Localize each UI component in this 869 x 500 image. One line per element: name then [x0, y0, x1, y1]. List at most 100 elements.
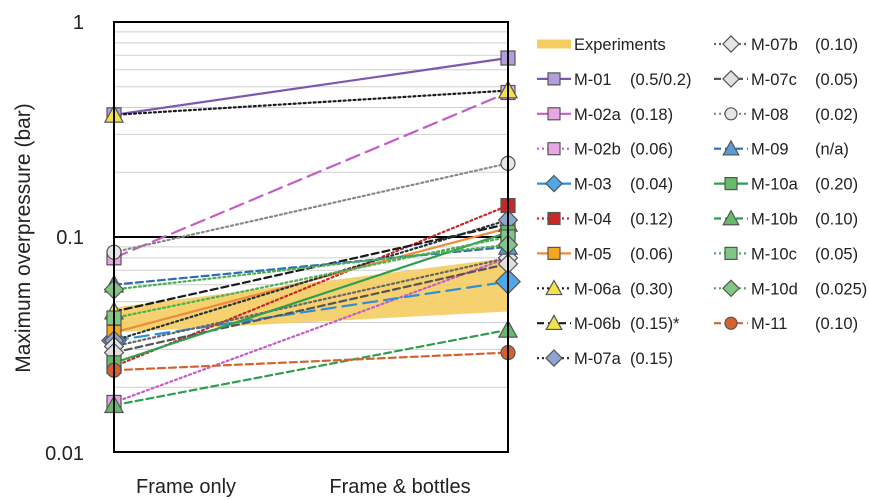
series-line-m-02b	[112, 256, 510, 404]
legend-label: M-07b (0.10)	[751, 36, 858, 54]
series-line-m-01	[112, 56, 510, 116]
legend-item-m-05: M-05 (0.06)	[537, 245, 673, 263]
series-line-m-02a	[112, 91, 510, 259]
legend-series-param: (0.30)	[630, 280, 673, 298]
legend-series-param: (0.05)	[815, 71, 858, 89]
legend-series-param: (0.06)	[630, 245, 673, 263]
legend-label: M-10b (0.10)	[751, 211, 858, 229]
legend: Experiments M-01 (0.5/0.2) M-02a (0.18) M-02b…	[537, 35, 867, 368]
legend-series-name: M-10b	[751, 211, 798, 229]
y-tick-label-0.1: 0.1	[56, 227, 84, 249]
legend-series-name: M-06b	[574, 315, 621, 333]
legend-item-m-04: M-04 (0.12)	[537, 211, 673, 229]
series-line-m-10c	[112, 235, 510, 320]
legend-series-param: (0.05)	[815, 245, 858, 263]
x-tick-label-frame-bottles: Frame & bottles	[329, 476, 470, 498]
legend-series-name: M-02a	[574, 106, 622, 124]
series-line-m-08	[112, 162, 510, 254]
legend-series-name: M-06a	[574, 280, 622, 298]
legend-series-param: (0.20)	[815, 176, 858, 194]
series-line-m-10d	[112, 243, 510, 291]
legend-label: M-05 (0.06)	[574, 245, 673, 263]
legend-swatch-marker	[545, 349, 563, 368]
legend-label: M-10a (0.20)	[751, 176, 858, 194]
series-line-m-07b	[112, 256, 510, 348]
legend-series-name: M-10c	[751, 245, 797, 263]
legend-series-param: (0.10)	[815, 211, 858, 229]
legend-series-param: (0.18)	[630, 106, 673, 124]
series-layer	[112, 56, 510, 407]
legend-item-m-11: M-11 (0.10)	[714, 315, 858, 333]
series-line-m-06a	[112, 89, 510, 116]
y-axis-title: Maximum overpressure (bar)	[12, 103, 35, 373]
legend-label: M-06b (0.15)*	[574, 315, 680, 333]
legend-item-m-01: M-01 (0.5/0.2)	[537, 71, 691, 89]
experiments-band-layer	[114, 257, 508, 333]
legend-item-m-06a: M-06a (0.30)	[537, 279, 673, 298]
legend-swatch-marker	[724, 316, 738, 330]
legend-series-name: M-01	[574, 71, 612, 89]
legend-series-name: M-03	[574, 176, 612, 194]
legend-series-param: (0.025)	[815, 280, 867, 298]
legend-series-name: M-11	[751, 315, 787, 333]
legend-series-name: M-04	[574, 211, 612, 229]
legend-series-param: (n/a)	[815, 141, 849, 159]
legend-item-m-03: M-03 (0.04)	[537, 174, 673, 194]
legend-item-m-02b: M-02b (0.06)	[537, 141, 673, 159]
legend-item-m-10c: M-10c (0.05)	[714, 245, 858, 263]
y-tick-label-0.01: 0.01	[45, 443, 84, 465]
legend-label: Experiments	[574, 36, 666, 54]
legend-item-m-09: M-09 (n/a)	[714, 139, 849, 159]
legend-series-param: (0.15)	[630, 350, 673, 368]
legend-label: M-08 (0.02)	[751, 106, 858, 124]
legend-item-m-10a: M-10a (0.20)	[714, 176, 858, 194]
legend-item-m-07a: M-07a (0.15)	[537, 349, 673, 368]
legend-swatch-marker	[547, 142, 561, 156]
series-line-m-11	[112, 351, 510, 372]
legend-series-param: (0.5/0.2)	[630, 71, 691, 89]
legend-item-experiments: Experiments	[537, 36, 666, 54]
legend-series-param: (0.10)	[815, 315, 858, 333]
legend-swatch-marker	[722, 209, 740, 226]
legend-label: M-10c (0.05)	[751, 245, 858, 263]
legend-label: M-03 (0.04)	[574, 176, 673, 194]
legend-series-param: (0.02)	[815, 106, 858, 124]
legend-swatch-marker	[547, 246, 561, 260]
legend-label: M-07c (0.05)	[751, 71, 858, 89]
legend-series-name: M-08	[751, 106, 789, 124]
series-line-m-07c	[112, 262, 510, 354]
legend-swatch-marker	[547, 107, 561, 121]
legend-swatch-marker	[545, 279, 563, 296]
legend-series-param: (0.04)	[630, 176, 673, 194]
legend-label: M-02a (0.18)	[574, 106, 673, 124]
legend-swatch-marker	[722, 35, 740, 53]
legend-series-name: M-07a	[574, 350, 622, 368]
legend-series-param: (0.12)	[630, 211, 673, 229]
legend-item-m-10d: M-10d (0.025)	[714, 279, 867, 298]
legend-swatch-marker	[545, 314, 563, 331]
legend-series-name: M-02b	[574, 141, 621, 159]
series-line-m-04	[112, 204, 510, 368]
series-line-m-06b	[112, 222, 510, 313]
legend-series-param: (0.15)*	[630, 315, 680, 333]
legend-swatch-marker	[722, 69, 740, 88]
legend-series-name: M-10a	[751, 176, 799, 194]
legend-series-name: M-07c	[751, 71, 797, 89]
legend-swatch-marker	[722, 279, 740, 298]
legend-item-m-07c: M-07c (0.05)	[714, 69, 858, 89]
series-line-m-10a	[112, 231, 510, 364]
legend-label: M-10d (0.025)	[751, 280, 867, 298]
plot-border	[113, 21, 509, 453]
legend-swatch-marker	[724, 246, 738, 260]
y-tick-label-1: 1	[73, 12, 84, 34]
legend-item-m-06b: M-06b (0.15)*	[537, 314, 680, 333]
legend-item-m-08: M-08 (0.02)	[714, 106, 858, 124]
series-line-m-07a	[112, 218, 510, 342]
legend-swatch-marker	[545, 174, 563, 193]
legend-label: M-02b (0.06)	[574, 141, 673, 159]
legend-series-name: M-07b	[751, 36, 798, 54]
legend-item-m-02a: M-02a (0.18)	[537, 106, 673, 124]
legend-swatch-marker	[547, 72, 561, 86]
legend-series-name: M-09	[751, 141, 789, 159]
